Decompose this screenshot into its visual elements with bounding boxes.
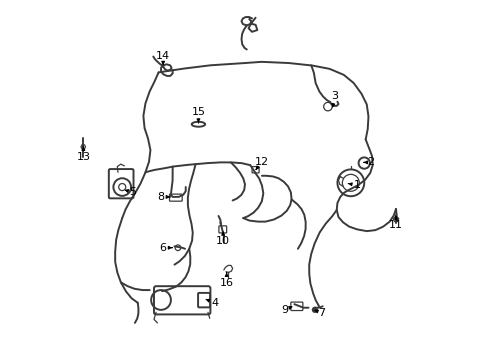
Text: 12: 12 [255,157,269,170]
Text: 6: 6 [160,243,172,253]
Text: 14: 14 [156,51,170,64]
Text: 5: 5 [125,187,136,197]
Text: 16: 16 [220,273,234,288]
Text: 9: 9 [281,305,292,315]
Text: 15: 15 [192,107,205,123]
Text: 4: 4 [206,298,219,308]
Text: 13: 13 [76,147,91,162]
Text: 3: 3 [331,91,339,107]
Text: 2: 2 [364,157,374,167]
Text: 11: 11 [389,216,403,230]
Circle shape [313,307,318,312]
Text: 1: 1 [348,180,361,190]
Text: 7: 7 [315,309,325,318]
Text: 8: 8 [157,192,170,202]
Text: 10: 10 [216,232,230,246]
